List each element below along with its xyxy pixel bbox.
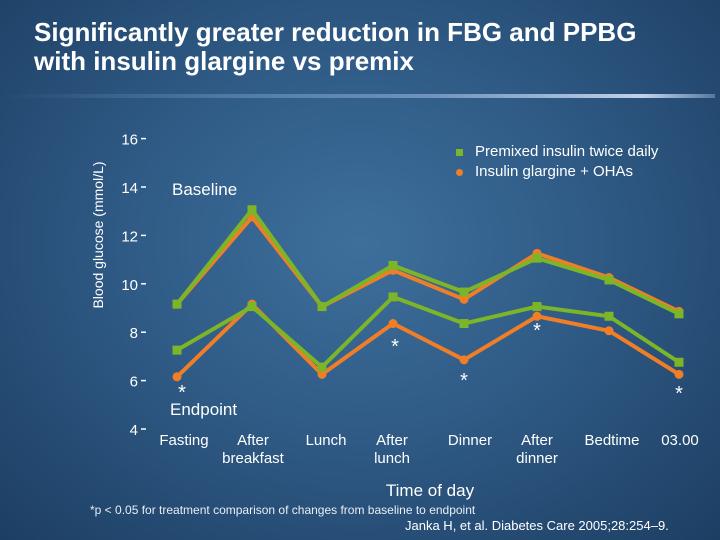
legend-label-glargine: Insulin glargine + OHAs [475,163,633,180]
series-2-marker-6 [604,311,614,321]
title-divider [0,94,715,98]
series-0-marker-6 [604,275,614,285]
x-tick-label-5: After dinner [516,432,558,467]
x-tick-label-3: After lunch [374,432,410,467]
significance-marker-3: * [391,336,399,358]
footnote-text: *p < 0.05 for treatment comparison of ch… [90,503,476,517]
legend: Premixed insulin twice daily Insulin gla… [456,142,658,182]
series-line-1 [175,215,681,314]
legend-swatch-premix [456,148,463,156]
series-0-marker-0 [172,299,182,309]
series-line-2 [175,294,681,370]
legend-swatch-glargine [456,168,463,176]
significance-marker-4: * [460,370,468,392]
y-tick-label-12: 12 [121,228,138,245]
slide-title: Significantly greater reduction in FBG a… [34,17,637,76]
y-tick-label-16: 16 [121,132,138,149]
series-2-marker-5 [532,302,542,312]
x-tick-label-0: Fasting [159,432,209,449]
y-tick-label-10: 10 [121,277,138,294]
series-1-marker-4 [459,294,469,304]
footnote: *p < 0.05 for treatment comparison of ch… [90,503,475,518]
label-endpoint: Endpoint [170,400,237,419]
legend-item-premix: Premixed insulin twice daily [456,142,658,162]
series-2-marker-3 [388,292,398,302]
series-0-marker-5 [532,253,542,263]
series-0-marker-2 [317,302,327,312]
x-axis-title: Time of day [385,481,475,500]
y-tick-label-6: 6 [130,374,138,391]
series-0-marker-4 [459,287,469,297]
series-3-marker-7 [674,369,684,379]
x-tick-label-2: Lunch [305,432,347,449]
series-2-marker-2 [317,362,327,372]
citation: Janka H, et al. Diabetes Care 2005;28:25… [405,518,669,533]
significance-marker-6: * [675,383,683,405]
y-tick-label-14: 14 [121,180,138,197]
series-0-marker-1 [247,205,257,215]
series-0-marker-7 [674,309,684,319]
legend-label-premix: Premixed insulin twice daily [475,143,659,160]
series-line-0 [175,207,681,316]
series-2-marker-7 [674,357,684,367]
legend-item-glargine: Insulin glargine + OHAs [456,162,658,182]
y-tick-label-4: 4 [130,422,138,439]
x-tick-label-1: After breakfast [222,432,284,467]
series-3-marker-3 [388,319,398,329]
label-baseline: Baseline [172,180,237,199]
series-3-marker-0 [172,372,182,382]
series-0-marker-3 [388,260,398,270]
significance-marker-5: * [533,320,541,342]
significance-marker-2: * [178,382,186,404]
series-2-marker-4 [459,319,469,329]
series-2-marker-0 [172,345,182,355]
x-tick-label-6: Bedtime [584,432,640,449]
series-3-marker-4 [459,355,469,365]
y-tick-label-8: 8 [130,325,138,342]
x-tick-label-7: 03.00 [661,432,699,449]
series-3-marker-6 [604,326,614,336]
series-2-marker-1 [247,302,257,312]
series-3-marker-5 [532,311,542,321]
series-3-marker-2 [317,369,327,379]
x-tick-label-4: Dinner [447,432,493,449]
